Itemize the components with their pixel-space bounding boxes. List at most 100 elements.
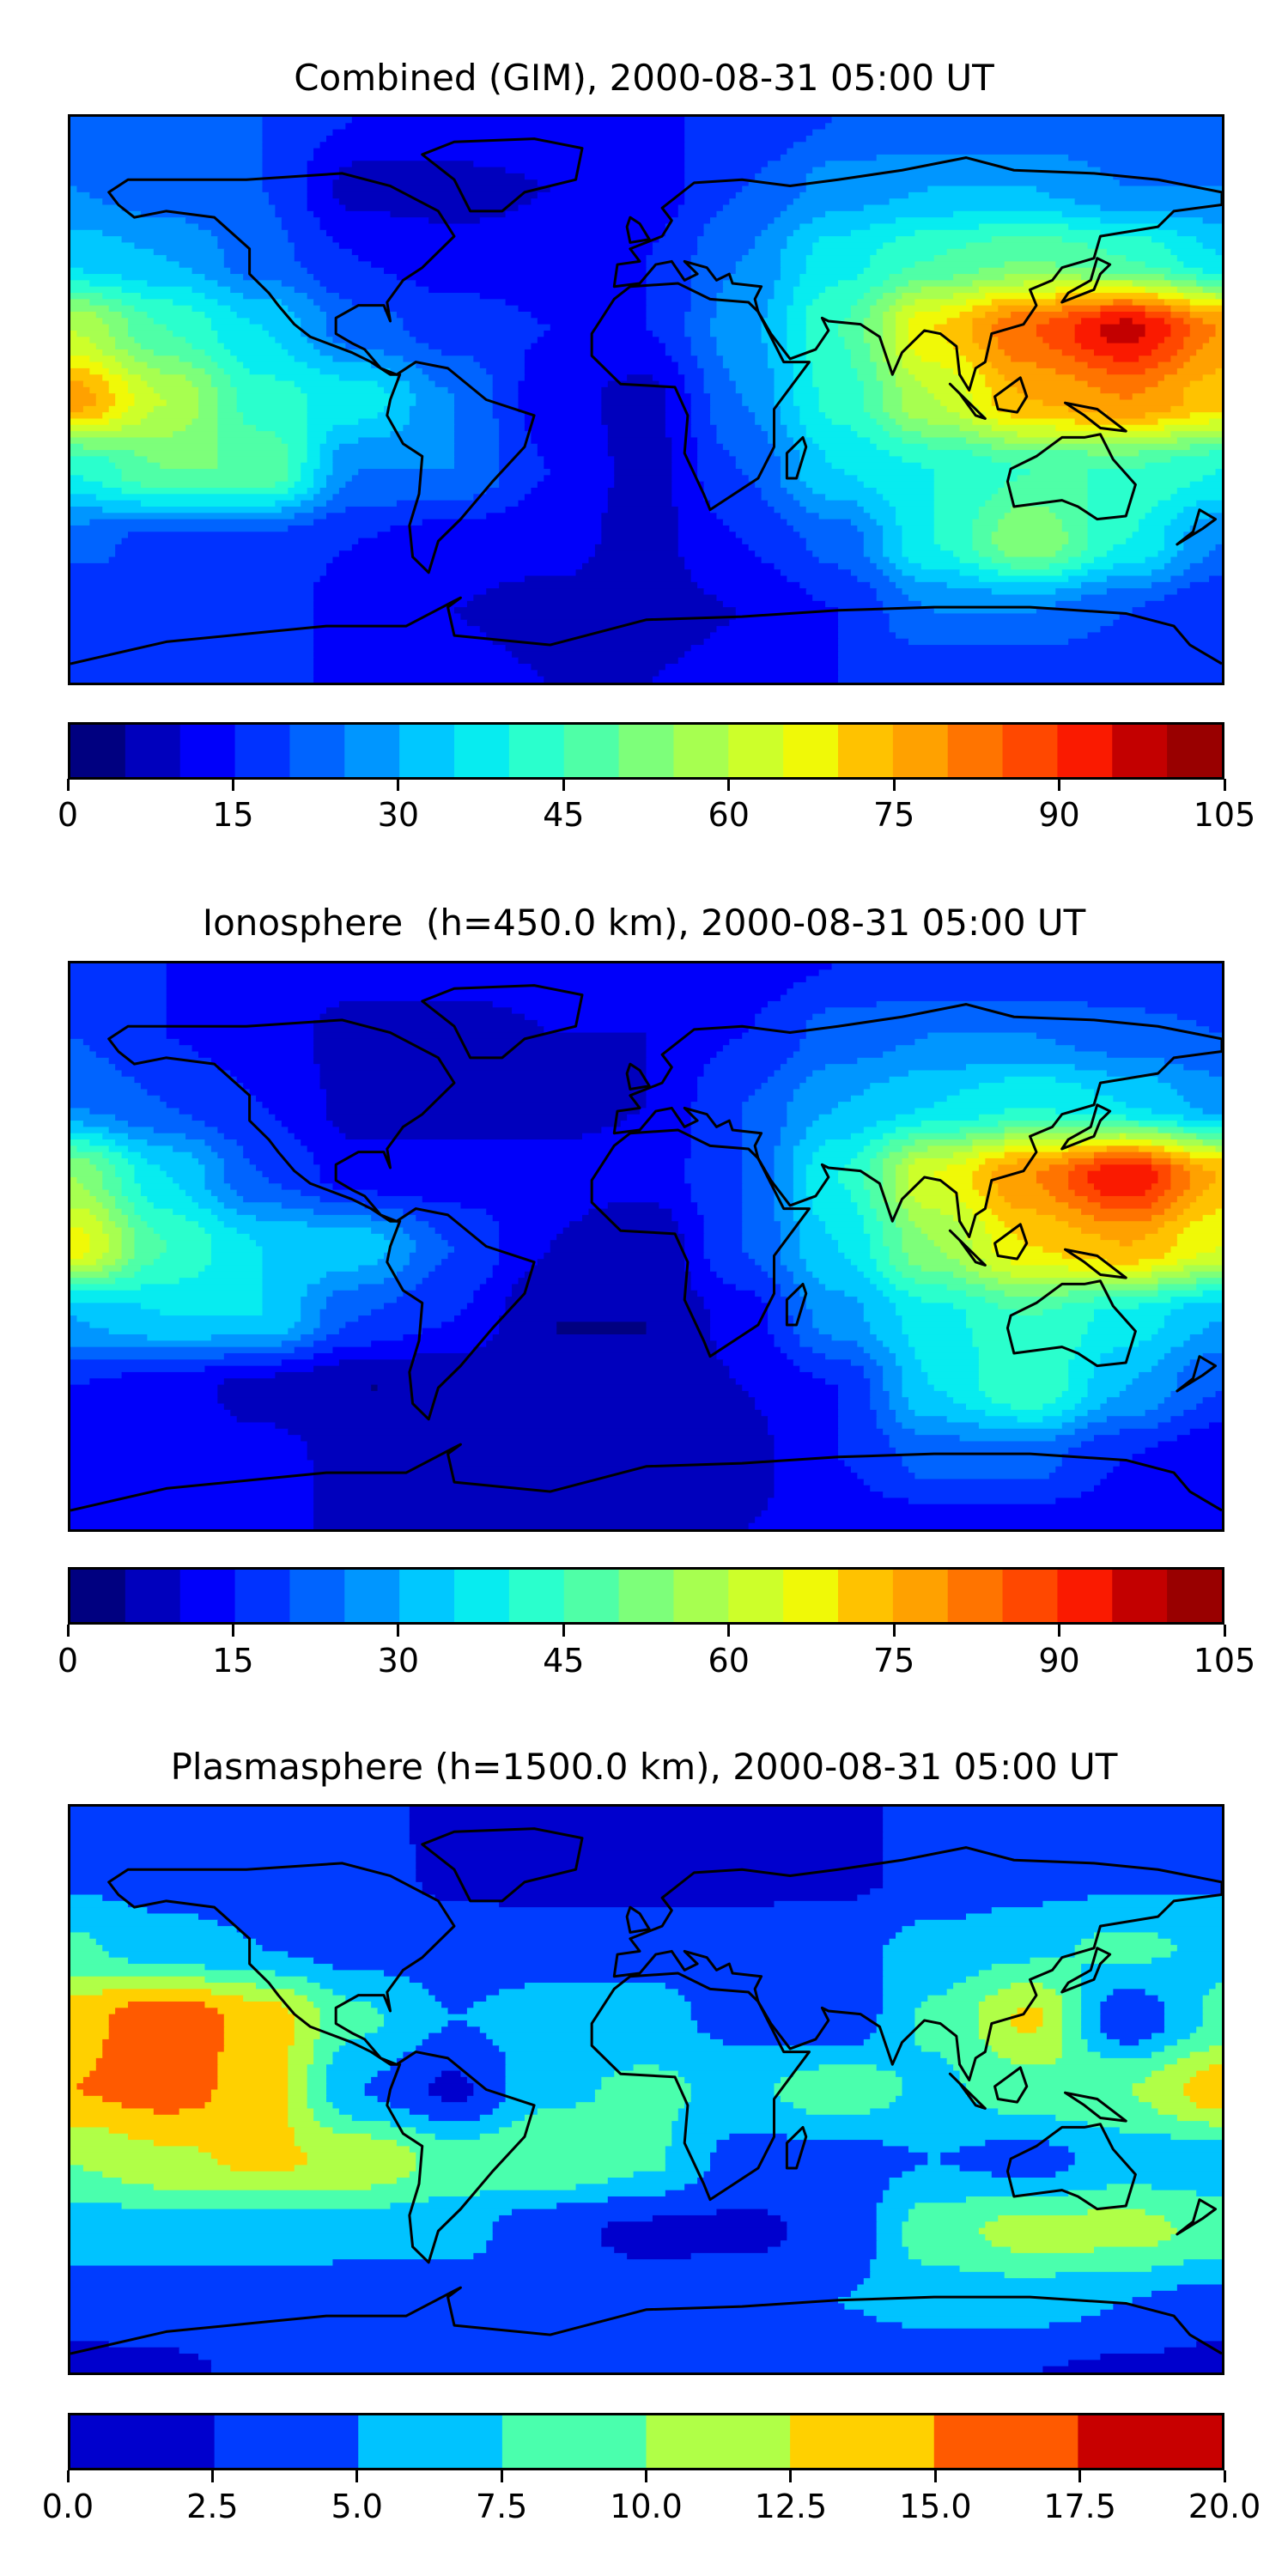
contour-cell (70, 405, 85, 414)
contour-cell (896, 343, 910, 351)
contour-cell (108, 330, 130, 338)
contour-cell (780, 2095, 897, 2104)
contour-cell (70, 2165, 85, 2172)
contour-cell (70, 1157, 91, 1166)
contour-cell (761, 330, 788, 338)
contour-cell (1183, 1208, 1217, 1216)
contour-cell (684, 1240, 705, 1248)
contour-cell (857, 1473, 916, 1480)
contour-cell (1004, 1290, 1070, 1298)
contour-cell (108, 2026, 225, 2034)
contour-cell (70, 2265, 872, 2273)
contour-cell (128, 1145, 174, 1153)
contour-cell (185, 1214, 219, 1223)
contour-cell (531, 311, 647, 319)
contour-cell (883, 405, 903, 414)
contour-cell (825, 161, 1089, 168)
contour-cell (281, 437, 308, 445)
contour-cell (70, 2108, 155, 2116)
contour-cell (102, 1151, 123, 1160)
contour-cell (710, 1057, 788, 1066)
contour-cell (70, 2064, 97, 2072)
contour-cell (307, 179, 334, 187)
contour-cell (870, 349, 884, 357)
contour-cell (1157, 1227, 1185, 1235)
colorbar-tick-mark (231, 779, 234, 791)
contour-cell (1139, 450, 1211, 458)
contour-cell (134, 337, 187, 344)
contour-cell (742, 1246, 782, 1254)
contour-cell (889, 613, 1121, 621)
contour-cell (134, 393, 161, 401)
contour-cell (1048, 1164, 1076, 1172)
contour-cell (933, 1170, 974, 1179)
contour-cell (768, 1309, 788, 1317)
contour-cell (863, 1271, 884, 1279)
contour-cell (288, 2076, 308, 2085)
contour-cell (646, 255, 692, 263)
contour-cell (838, 670, 1222, 677)
contour-cell (70, 1076, 136, 1084)
contour-cell (946, 1095, 1115, 1103)
contour-cell (1011, 1983, 1044, 1990)
contour-cell (217, 2159, 308, 2166)
contour-cell (908, 2146, 961, 2154)
contour-cell (883, 1813, 1222, 1820)
contour-cell (1074, 2152, 1222, 2160)
contour-cell (908, 1403, 968, 1411)
contour-cell (307, 1290, 334, 1298)
contour-cell (607, 443, 673, 452)
contour-cell (236, 1076, 321, 1084)
contour-cell (434, 2133, 481, 2142)
contour-cell (690, 1121, 744, 1128)
contour-cell (812, 368, 859, 376)
contour-cell (1183, 1164, 1204, 1172)
contour-cell (742, 1195, 775, 1204)
contour-cell (307, 399, 392, 407)
contour-cell (889, 1202, 903, 1210)
contour-cell (780, 2240, 878, 2248)
contour-cell (831, 462, 922, 471)
contour-cell (1183, 399, 1222, 407)
contour-cell (1151, 1271, 1191, 1279)
contour-cell (883, 2196, 968, 2204)
contour-cell (313, 494, 334, 501)
contour-cell (70, 475, 85, 483)
contour-cell (684, 179, 750, 187)
contour-cell (908, 638, 1070, 647)
contour-cell (1100, 324, 1146, 332)
colorbar-segment (1002, 1570, 1059, 1622)
contour-cell (492, 393, 519, 401)
contour-cell (614, 469, 673, 477)
contour-cell (102, 1170, 117, 1179)
contour-cell (697, 1089, 756, 1097)
contour-cell (70, 1070, 123, 1078)
contour-cell (1068, 1157, 1096, 1166)
contour-cell (883, 494, 935, 501)
contour-cell (210, 1252, 264, 1261)
contour-cell (953, 274, 1005, 282)
contour-cell (1176, 1233, 1222, 1242)
contour-cell (70, 1359, 283, 1367)
contour-cell (761, 324, 788, 332)
contour-cell (787, 488, 814, 495)
contour-cell (422, 1278, 488, 1285)
contour-cell (179, 261, 225, 269)
contour-cell (697, 248, 750, 257)
contour-cell (1170, 311, 1191, 319)
coastline-japan (1062, 1105, 1110, 1149)
contour-cell (863, 2038, 916, 2047)
contour-cell (1004, 1133, 1121, 1141)
contour-cell (1132, 1454, 1222, 1461)
contour-cell (690, 2089, 775, 2097)
contour-cell (1106, 588, 1178, 596)
contour-cell (838, 1428, 884, 1437)
contour-cell (646, 261, 692, 269)
contour-cell (1048, 318, 1083, 325)
contour-cell (223, 1221, 308, 1229)
contour-cell (1087, 1195, 1159, 1204)
colorbar-tick-mark (727, 1625, 731, 1637)
contour-cell (857, 475, 935, 483)
contour-cell (95, 1259, 117, 1267)
contour-cell (838, 1435, 890, 1443)
